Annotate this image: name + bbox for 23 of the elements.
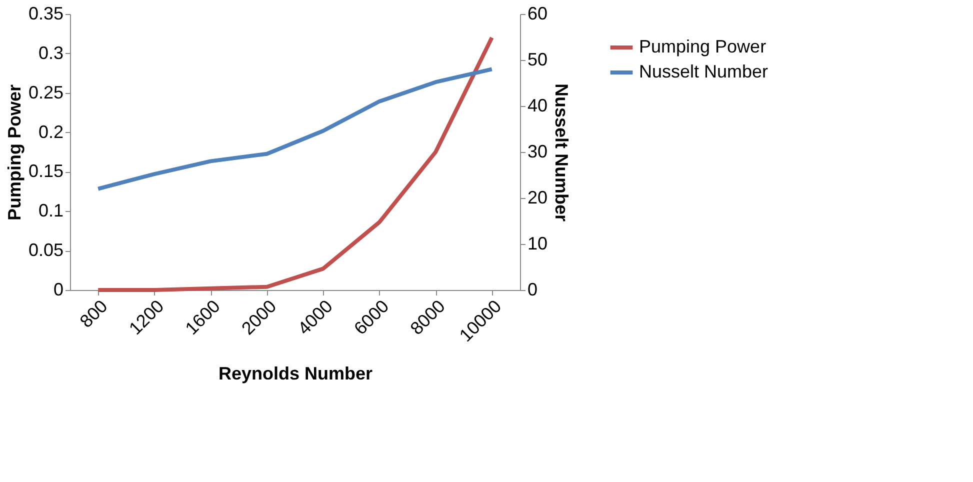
y2-tick-label: 40 bbox=[528, 96, 548, 116]
y-tick-label: 0.1 bbox=[38, 200, 64, 221]
line-series bbox=[96, 67, 494, 191]
y2-axis-title: Nusselt Number bbox=[552, 83, 572, 222]
y-axis-title: Pumping Power bbox=[4, 84, 24, 221]
y2-tick-label: 0 bbox=[528, 280, 538, 300]
y2-tick-label: 10 bbox=[528, 234, 548, 254]
y-tick-label: 0 bbox=[53, 280, 64, 300]
y2-tick-label: 20 bbox=[528, 188, 548, 208]
y-tick-label: 0.35 bbox=[28, 4, 64, 24]
y-tick-label: 0.15 bbox=[28, 161, 64, 182]
y-tick-label: 0.05 bbox=[28, 240, 64, 260]
legend-label: Nusselt Number bbox=[639, 62, 768, 82]
y2-tick-label: 60 bbox=[528, 4, 548, 24]
line-series bbox=[96, 36, 494, 292]
y-tick-label: 0.25 bbox=[28, 82, 64, 102]
y-tick-label: 0.2 bbox=[38, 122, 64, 142]
y-tick-label: 0.3 bbox=[38, 42, 64, 63]
legend-label: Pumping Power bbox=[639, 36, 766, 56]
x-tick-label: 800 bbox=[76, 296, 112, 332]
y2-tick-label: 50 bbox=[528, 50, 548, 70]
x-axis-title: Reynolds Number bbox=[218, 364, 373, 384]
y2-tick-label: 30 bbox=[528, 142, 548, 162]
